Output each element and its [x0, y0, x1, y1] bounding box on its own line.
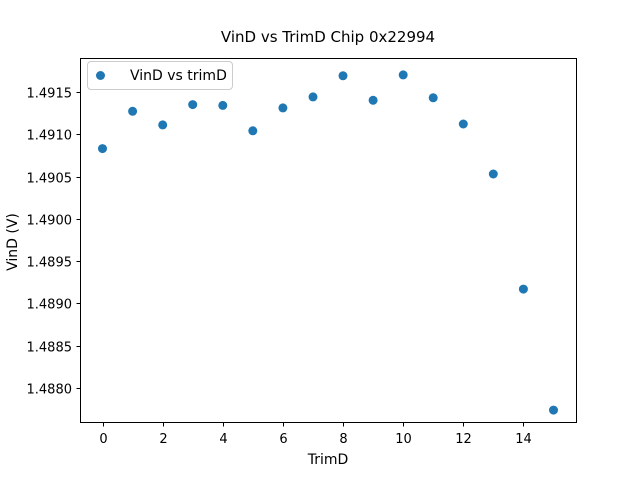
scatter-point	[98, 144, 107, 154]
y-tick-label: 1.4895	[27, 256, 73, 271]
x-tick-label: 10	[395, 432, 412, 447]
legend-entry-label: VinD vs trimD	[130, 67, 227, 84]
scatter-point	[188, 100, 198, 110]
scatter-point	[128, 106, 138, 116]
x-axis-label: TrimD	[307, 452, 349, 468]
axes-frame	[80, 58, 577, 423]
scatter-point	[549, 405, 558, 415]
y-tick-label: 1.4910	[27, 129, 73, 144]
legend: VinD vs trimD	[87, 61, 233, 90]
y-tick-label: 1.4885	[27, 341, 73, 356]
scatter-point	[428, 93, 438, 103]
x-tick-label: 0	[99, 432, 107, 447]
x-tick-label: 8	[339, 432, 347, 447]
scatter-point	[308, 92, 318, 102]
scatter-point	[158, 120, 168, 130]
scatter-point	[458, 119, 468, 129]
y-tick-label: 1.4880	[27, 383, 73, 398]
scatter-point	[518, 284, 528, 294]
scatter-point	[218, 100, 228, 110]
y-tick-label: 1.4890	[27, 298, 73, 313]
x-tick-label: 14	[515, 432, 532, 447]
legend-marker-icon	[96, 71, 105, 80]
scatter-point	[278, 103, 288, 113]
x-tick-label: 2	[159, 432, 167, 447]
scatter-point	[248, 126, 258, 136]
x-tick-label: 6	[279, 432, 287, 447]
scatter-point	[488, 169, 498, 179]
chart-title: VinD vs TrimD Chip 0x22994	[220, 28, 436, 46]
scatter-point	[398, 70, 408, 80]
y-tick-label: 1.4900	[27, 214, 73, 229]
scatter-point	[338, 71, 348, 81]
y-tick-label: 1.4905	[27, 172, 73, 187]
x-tick-label: 4	[219, 432, 227, 447]
y-tick-label: 1.4915	[27, 87, 73, 102]
y-axis-label: VinD (V)	[5, 213, 21, 271]
x-tick-label: 12	[455, 432, 472, 447]
scatter-point	[368, 95, 378, 105]
